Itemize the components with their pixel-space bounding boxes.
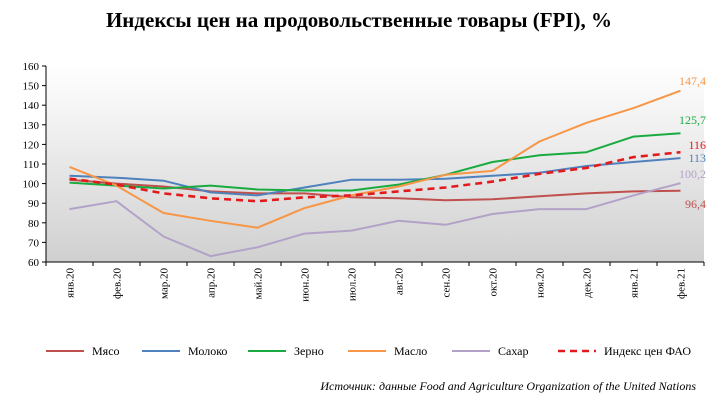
legend-label: Молоко	[188, 344, 227, 358]
legend-label: Зерно	[294, 344, 324, 358]
legend-label: Мясо	[92, 344, 120, 358]
y-tick-label: 90	[28, 198, 40, 210]
y-tick-label: 150	[23, 81, 40, 93]
y-tick-label: 140	[23, 100, 40, 112]
y-tick-label: 70	[28, 237, 40, 249]
source-note: Источник: данные Food and Agriculture Or…	[320, 379, 696, 393]
series-line	[69, 182, 681, 258]
data-label: 116	[688, 138, 706, 152]
y-tick-label: 160	[23, 61, 40, 73]
x-tick-label: июл.20	[347, 268, 359, 302]
legend-label: Индекс цен ФАО	[604, 344, 691, 358]
legend-label: Сахар	[498, 344, 529, 358]
x-tick-label: янв.21	[629, 268, 641, 298]
x-tick-label: окт.20	[488, 268, 500, 297]
data-label: 125,7	[679, 113, 706, 127]
x-tick-label: июн.20	[300, 268, 312, 302]
y-tick-label: 100	[23, 179, 40, 191]
chart-title: Индексы цен на продовольственные товары …	[105, 8, 613, 32]
y-tick-label: 110	[23, 159, 40, 171]
x-tick-label: апр.20	[206, 268, 218, 298]
data-label: 147,4	[679, 74, 706, 88]
y-tick-label: 60	[28, 257, 40, 269]
y-tick-label: 80	[28, 218, 40, 230]
x-tick-label: сен.20	[441, 268, 453, 298]
data-label: 113	[688, 151, 706, 165]
series-line	[69, 132, 681, 192]
data-label: 100,2	[679, 167, 706, 181]
plot-area	[46, 66, 704, 262]
series-line	[69, 89, 681, 229]
x-tick-label: янв.20	[65, 268, 77, 298]
x-tick-label: май.20	[253, 268, 265, 300]
x-tick-label: ноя.20	[535, 268, 547, 298]
x-tick-label: авг.20	[394, 268, 406, 296]
x-tick-label: фев.21	[676, 268, 688, 299]
series-line	[69, 157, 681, 197]
x-tick-label: мар.20	[159, 268, 171, 300]
data-label: 96,4	[685, 197, 706, 211]
y-tick-label: 130	[23, 120, 40, 132]
legend-label: Масло	[394, 344, 427, 358]
x-tick-label: фев.20	[112, 268, 124, 299]
y-tick-label: 120	[23, 139, 40, 151]
x-tick-label: дек.20	[582, 268, 594, 298]
